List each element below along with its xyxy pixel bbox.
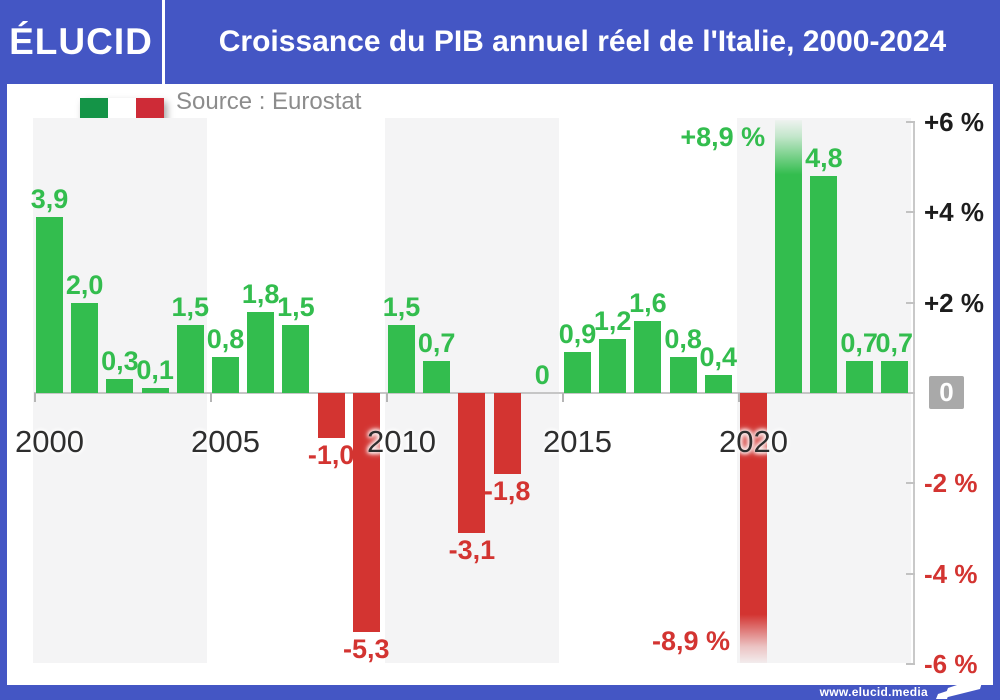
- bar-value-label: 4,8: [805, 143, 843, 174]
- source-label: Source : Eurostat: [176, 88, 362, 115]
- bar-2009: [352, 393, 380, 633]
- brand-logo: ÉLUCID: [0, 0, 162, 84]
- bar-value-label: -5,3: [343, 634, 390, 665]
- bar-2013: [493, 393, 521, 475]
- bar-value-label: 3,9: [30, 183, 69, 214]
- bar-2024: [880, 361, 908, 393]
- bar-2008: [317, 393, 345, 439]
- bar-value-label: 0,7: [417, 328, 456, 359]
- y-tick-label: +4 %: [924, 197, 984, 228]
- bar-2011: [423, 361, 451, 393]
- bar-2010: [388, 325, 415, 393]
- frame-border-right: [993, 84, 1000, 700]
- bar-2006: [247, 311, 275, 393]
- bar-2003: [141, 388, 169, 393]
- bar-2000: [36, 216, 63, 393]
- x-axis-tick: [386, 393, 388, 402]
- bar-2002: [106, 379, 134, 393]
- bar-value-label: -8,9 %: [651, 626, 730, 656]
- y-tick-label: +6 %: [924, 106, 984, 137]
- bar-2023: [845, 361, 873, 393]
- y-axis-tick: [906, 211, 915, 214]
- bar-value-label: 0,1: [136, 355, 174, 386]
- bar-value-label: 1,8: [241, 278, 280, 309]
- x-tick-label-2000: 2000: [15, 424, 84, 459]
- bar-value-label: +8,9 %: [680, 122, 766, 152]
- frame-border-left: [0, 84, 7, 700]
- x-axis-tick: [34, 393, 36, 402]
- bar-value-label: 1,6: [629, 287, 667, 318]
- page-title: Croissance du PIB annuel réel de l'Itali…: [218, 25, 947, 58]
- elucid-flag-icon: [936, 676, 984, 699]
- bar-value-label: 0,3: [101, 346, 139, 377]
- bar-2005: [212, 356, 239, 393]
- bar-2022: [810, 176, 838, 393]
- footer-bar: [0, 685, 1000, 700]
- x-tick-label-2015: 2015: [543, 424, 612, 459]
- bar-value-label: 0,7: [875, 328, 914, 359]
- y-axis-tick: [906, 120, 915, 123]
- bar-2007: [282, 325, 310, 393]
- y-tick-label: -4 %: [924, 558, 978, 589]
- y-tick-label: -2 %: [924, 468, 978, 499]
- bar-2017: [634, 320, 662, 393]
- bar-2020: [740, 393, 767, 663]
- x-tick-label-2005: 2005: [191, 424, 260, 459]
- bar-value-label: -1,0: [307, 440, 355, 471]
- y-axis-tick: [906, 482, 915, 485]
- bar-value-label: 1,5: [277, 292, 315, 323]
- y-tick-label: +2 %: [924, 287, 984, 318]
- x-axis-tick: [562, 393, 564, 402]
- bar-value-label: 2,0: [65, 269, 104, 300]
- bar-2001: [71, 302, 99, 393]
- bar-value-label: 0,8: [206, 323, 245, 354]
- y-axis-tick: [906, 392, 915, 394]
- bar-value-label: 0: [534, 360, 550, 390]
- x-tick-label-2010: 2010: [367, 424, 436, 459]
- bar-value-label: 0,9: [558, 319, 597, 350]
- bar-value-label: 0,4: [699, 341, 738, 372]
- header-divider: [162, 0, 165, 84]
- y-axis-tick: [906, 301, 915, 304]
- bar-2004: [176, 325, 204, 393]
- footer-url[interactable]: www.elucid.media: [819, 685, 928, 699]
- bar-2018: [669, 356, 697, 393]
- bar-2016: [599, 338, 627, 393]
- bar-2019: [704, 374, 732, 393]
- bar-value-label: 0,8: [664, 323, 702, 354]
- x-axis-tick: [210, 393, 212, 402]
- bar-value-label: 1,5: [171, 292, 210, 323]
- bar-value-label: -3,1: [448, 535, 496, 566]
- bar-2021: [775, 120, 803, 393]
- brand-wordmark: ÉLUCID: [9, 21, 153, 62]
- header-bar: ÉLUCID Croissance du PIB annuel réel de …: [0, 0, 1000, 84]
- bar-value-label: 0,7: [840, 328, 878, 359]
- y-tick-label: -6 %: [924, 649, 978, 680]
- bar-value-label: 1,5: [382, 292, 421, 323]
- x-axis-tick: [738, 393, 740, 402]
- bar-value-label: -1,8: [483, 476, 531, 507]
- bar-value-label: 1,2: [593, 305, 632, 336]
- y-tick-label-zero: 0: [929, 376, 964, 409]
- bar-2015: [564, 352, 591, 393]
- bar-2012: [458, 393, 486, 534]
- y-axis-tick: [906, 663, 915, 666]
- y-axis-tick: [906, 572, 915, 575]
- x-tick-label-2020: 2020: [719, 424, 788, 459]
